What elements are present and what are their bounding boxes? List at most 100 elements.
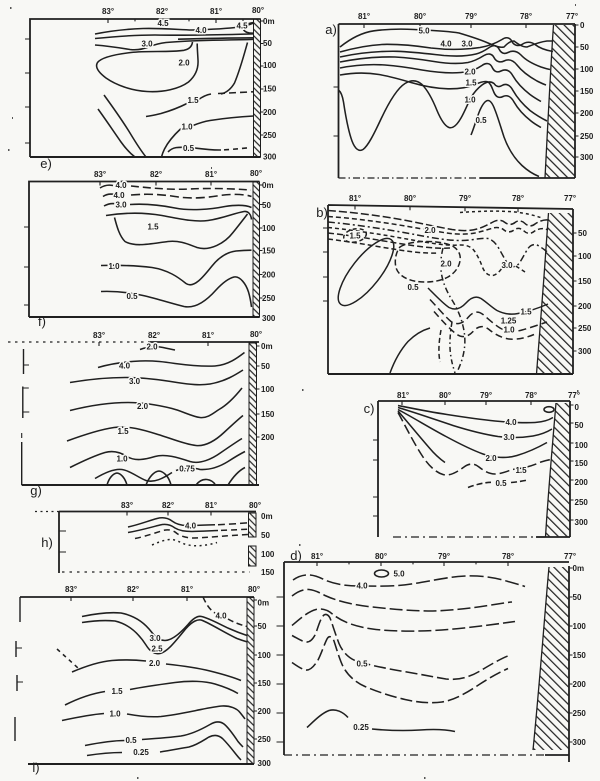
svg-text:100: 100	[578, 252, 592, 261]
svg-text:0m: 0m	[258, 599, 270, 608]
svg-text:1.0: 1.0	[464, 96, 476, 105]
svg-text:4.0: 4.0	[195, 26, 207, 35]
svg-text:1.0: 1.0	[181, 123, 193, 132]
svg-text:3.0: 3.0	[501, 261, 513, 270]
svg-text:100: 100	[580, 65, 594, 74]
svg-text:78°: 78°	[520, 12, 532, 21]
svg-text:3.0: 3.0	[129, 377, 141, 386]
svg-text:0.5: 0.5	[407, 283, 419, 292]
svg-text:81°: 81°	[205, 170, 217, 179]
svg-text:100: 100	[258, 651, 272, 660]
svg-text:300: 300	[573, 738, 587, 747]
svg-text:300: 300	[263, 153, 277, 162]
svg-text:81°: 81°	[205, 501, 217, 510]
svg-text:250: 250	[262, 294, 276, 303]
svg-text:50: 50	[578, 229, 587, 238]
svg-text:1.0: 1.0	[108, 262, 120, 271]
svg-text:77°: 77°	[566, 12, 578, 21]
svg-text:50: 50	[258, 622, 267, 631]
svg-text:200: 200	[263, 108, 277, 117]
svg-text:0m: 0m	[262, 181, 274, 190]
svg-text:150: 150	[578, 277, 592, 286]
svg-text:100: 100	[261, 550, 275, 559]
svg-text:80°: 80°	[414, 12, 426, 21]
svg-text:3.0: 3.0	[503, 433, 515, 442]
svg-text:50: 50	[575, 421, 584, 430]
svg-text:81°: 81°	[349, 194, 361, 203]
svg-text:78°: 78°	[512, 194, 524, 203]
svg-text:4.0: 4.0	[119, 362, 131, 371]
svg-text:82°: 82°	[156, 7, 168, 16]
svg-text:82°: 82°	[150, 170, 162, 179]
svg-text:78°: 78°	[502, 552, 514, 561]
svg-text:80°: 80°	[404, 194, 416, 203]
svg-text:80°: 80°	[250, 330, 262, 339]
svg-text:1.5: 1.5	[515, 466, 527, 475]
svg-text:0.5: 0.5	[475, 116, 487, 125]
svg-text:150: 150	[262, 247, 276, 256]
svg-text:250: 250	[580, 132, 594, 141]
svg-text:150: 150	[261, 410, 275, 419]
svg-text:78°: 78°	[525, 391, 537, 400]
svg-text:150: 150	[258, 679, 272, 688]
svg-text:f): f)	[38, 314, 46, 329]
svg-text:82°: 82°	[127, 585, 139, 594]
svg-text:2.0: 2.0	[149, 659, 161, 668]
svg-text:200: 200	[261, 433, 275, 442]
svg-text:g): g)	[30, 483, 42, 498]
svg-text:1.5: 1.5	[349, 232, 361, 241]
svg-text:1.5: 1.5	[117, 427, 129, 436]
svg-text:82°: 82°	[162, 501, 174, 510]
svg-text:0m: 0m	[263, 17, 275, 26]
svg-text:100: 100	[573, 622, 587, 631]
svg-text:80°: 80°	[375, 552, 387, 561]
svg-text:150: 150	[580, 87, 594, 96]
svg-text:4.0: 4.0	[356, 582, 368, 591]
svg-text:5.0: 5.0	[418, 27, 430, 36]
svg-text:4.0: 4.0	[215, 612, 227, 621]
svg-text:0: 0	[575, 403, 580, 412]
svg-text:2.0: 2.0	[464, 68, 476, 77]
svg-text:4.0: 4.0	[185, 522, 197, 531]
svg-text:100: 100	[262, 224, 276, 233]
svg-text:100: 100	[261, 385, 275, 394]
svg-text:0.5: 0.5	[495, 479, 507, 488]
svg-text:d): d)	[290, 548, 302, 563]
svg-text:2.5: 2.5	[151, 645, 163, 654]
svg-text:1.0: 1.0	[503, 326, 515, 335]
svg-text:e): e)	[40, 156, 52, 171]
svg-text:82°: 82°	[148, 331, 160, 340]
svg-text:83°: 83°	[65, 585, 77, 594]
svg-text:50: 50	[261, 531, 270, 540]
svg-text:4.0: 4.0	[505, 418, 517, 427]
svg-text:81°: 81°	[210, 7, 222, 16]
svg-text:250: 250	[258, 735, 272, 744]
svg-text:1.5: 1.5	[520, 308, 532, 317]
svg-text:3.0: 3.0	[115, 201, 127, 210]
svg-text:0m: 0m	[261, 342, 273, 351]
svg-text:50: 50	[573, 593, 582, 602]
svg-text:b): b)	[316, 205, 328, 220]
svg-text:77°: 77°	[564, 194, 576, 203]
svg-text:81°: 81°	[358, 12, 370, 21]
svg-text:5.0: 5.0	[393, 570, 405, 579]
svg-text:0.5: 0.5	[125, 736, 137, 745]
svg-text:250: 250	[573, 709, 587, 718]
svg-text:1.0: 1.0	[109, 710, 121, 719]
svg-text:1.0: 1.0	[116, 455, 128, 464]
svg-text:2.0: 2.0	[178, 59, 190, 68]
svg-text:80°: 80°	[248, 585, 260, 594]
svg-text:2.0: 2.0	[146, 343, 158, 352]
svg-text:0.75: 0.75	[179, 465, 195, 474]
svg-text:0.25: 0.25	[353, 723, 369, 732]
svg-text:0.25: 0.25	[133, 748, 149, 757]
svg-text:4.0: 4.0	[113, 191, 125, 200]
svg-text:3.0: 3.0	[141, 40, 153, 49]
svg-text:2.0: 2.0	[440, 260, 452, 269]
svg-text:a): a)	[325, 22, 337, 37]
svg-text:50: 50	[580, 43, 589, 52]
svg-text:0m: 0m	[261, 512, 273, 521]
svg-text:83°: 83°	[93, 331, 105, 340]
svg-text:100: 100	[263, 61, 277, 70]
svg-text:300: 300	[580, 153, 594, 162]
